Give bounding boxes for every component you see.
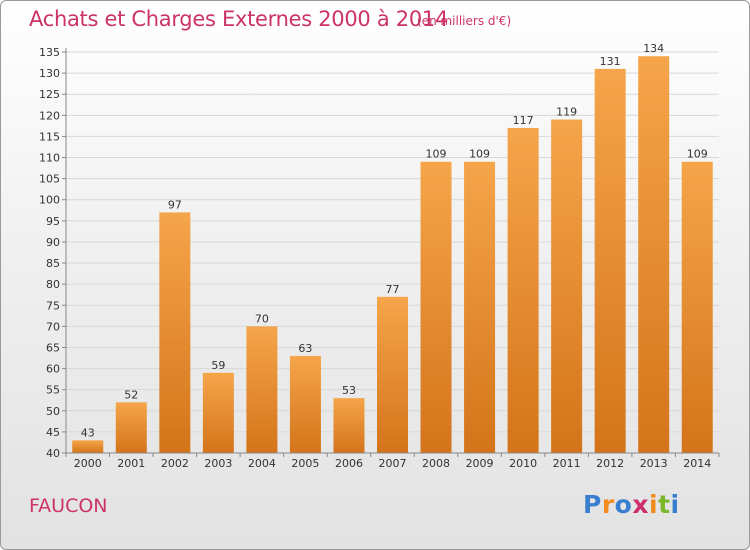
x-tick-label: 2012 [596, 457, 624, 470]
place-name: FAUCON [29, 495, 108, 517]
y-tick-label: 45 [46, 426, 60, 439]
y-tick-label: 125 [39, 88, 60, 101]
y-tick-label: 90 [46, 236, 60, 249]
bar-2006 [333, 398, 365, 453]
value-labels: 43 52 97 59 70 63 53 77 109 109 117 119 131 134 109 [81, 42, 708, 439]
value-label-2008: 109 [426, 148, 447, 161]
bar-2002 [159, 212, 191, 453]
y-tick-label: 80 [46, 278, 60, 291]
bar-2011 [551, 119, 583, 454]
bar-2012 [594, 68, 626, 453]
value-label-2013: 134 [643, 42, 664, 55]
logo-letter: i [649, 490, 659, 519]
bar-2013 [638, 56, 670, 453]
value-label-2006: 53 [342, 384, 356, 397]
value-label-2000: 43 [81, 426, 95, 439]
y-tick-label: 120 [39, 109, 60, 122]
bar-2008 [420, 161, 452, 453]
bar-2007 [377, 296, 408, 453]
value-label-2014: 109 [687, 148, 708, 161]
value-label-2010: 117 [513, 114, 534, 127]
axes: 40 45 50 55 60 65 70 75 80 85 90 95 100 105 110 115 120 1… [39, 46, 720, 470]
y-tick-label: 85 [46, 257, 60, 270]
y-tick-label: 110 [39, 152, 60, 165]
logo-letter: P [583, 490, 602, 519]
y-tick-label: 105 [39, 173, 60, 186]
bar-2003 [202, 372, 234, 453]
chart-title: Achats et Charges Externes 2000 à 2014 [29, 7, 449, 31]
value-label-2005: 63 [298, 342, 312, 355]
logo-letter: i [670, 490, 680, 519]
x-tick-label: 2011 [553, 457, 581, 470]
x-tick-label: 2006 [335, 457, 363, 470]
y-tick-label: 135 [39, 46, 60, 59]
chart-unit: (en milliers d'€) [417, 14, 512, 28]
x-tick-label: 2001 [117, 457, 145, 470]
y-tick-label: 70 [46, 320, 60, 333]
x-tick-label: 2005 [291, 457, 319, 470]
y-tick-label: 50 [46, 405, 60, 418]
bar-2000 [72, 440, 104, 453]
x-tick-label: 2000 [74, 457, 102, 470]
bar-2014 [681, 161, 713, 453]
logo-letter: r [601, 490, 615, 519]
logo-letter: t [658, 490, 671, 519]
y-tick-label: 40 [46, 447, 60, 460]
y-tick-label: 100 [39, 194, 60, 207]
bars [72, 56, 713, 454]
proxiti-logo: Proxiti [583, 490, 680, 519]
bar-2005 [289, 355, 321, 453]
value-label-2007: 77 [386, 283, 400, 296]
value-label-2002: 97 [168, 198, 182, 211]
value-label-2009: 109 [469, 148, 490, 161]
y-tick-label: 65 [46, 341, 60, 354]
value-label-2012: 131 [600, 55, 621, 68]
bar-2010 [507, 127, 539, 454]
x-tick-label: 2003 [204, 457, 232, 470]
value-label-2004: 70 [255, 312, 269, 325]
x-tick-label: 2004 [248, 457, 276, 470]
y-tick-label: 115 [39, 130, 60, 143]
bar-2009 [464, 161, 496, 453]
x-tick-label: 2002 [161, 457, 189, 470]
x-tick-label: 2013 [640, 457, 668, 470]
y-tick-label: 130 [39, 67, 60, 80]
value-label-2011: 119 [556, 106, 577, 119]
logo-letter: o [614, 490, 633, 519]
x-tick-label: 2008 [422, 457, 450, 470]
x-tick-label: 2014 [683, 457, 711, 470]
x-tick-label: 2010 [509, 457, 537, 470]
y-tick-label: 55 [46, 384, 60, 397]
y-tick-label: 95 [46, 215, 60, 228]
value-label-2003: 59 [211, 359, 225, 372]
y-tick-label: 75 [46, 299, 60, 312]
logo-letter: x [632, 490, 649, 519]
y-tick-label: 60 [46, 363, 60, 376]
x-tick-label: 2009 [466, 457, 494, 470]
bar-2001 [115, 402, 147, 453]
x-tick-label: 2007 [379, 457, 407, 470]
value-label-2001: 52 [124, 388, 138, 401]
bar-2004 [246, 326, 278, 453]
